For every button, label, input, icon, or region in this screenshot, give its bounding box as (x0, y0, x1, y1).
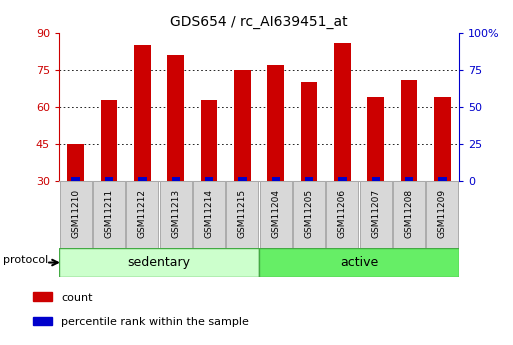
Bar (438, 177, 447, 181)
Bar (238, 177, 247, 181)
FancyBboxPatch shape (360, 181, 392, 248)
Bar (71, 177, 80, 181)
FancyBboxPatch shape (193, 181, 225, 248)
Bar (371, 177, 380, 181)
FancyBboxPatch shape (226, 181, 259, 248)
Bar (171, 177, 180, 181)
Bar (105, 177, 113, 181)
Bar (134, 45, 151, 181)
Bar (305, 177, 313, 181)
Bar (33, 317, 52, 325)
FancyBboxPatch shape (426, 181, 459, 248)
Text: count: count (61, 293, 92, 303)
Bar (401, 80, 418, 181)
Bar (367, 97, 384, 181)
FancyBboxPatch shape (126, 181, 159, 248)
Bar (338, 177, 347, 181)
Text: protocol: protocol (3, 255, 48, 265)
Bar (205, 177, 213, 181)
Text: GSM11207: GSM11207 (371, 189, 380, 238)
Text: active: active (340, 256, 378, 269)
FancyBboxPatch shape (60, 181, 92, 248)
FancyBboxPatch shape (259, 248, 459, 277)
Text: GSM11205: GSM11205 (305, 189, 313, 238)
FancyBboxPatch shape (93, 181, 125, 248)
FancyBboxPatch shape (260, 181, 292, 248)
FancyBboxPatch shape (160, 181, 192, 248)
Bar (101, 99, 117, 181)
Bar (405, 177, 413, 181)
Bar (234, 70, 251, 181)
Text: percentile rank within the sample: percentile rank within the sample (61, 317, 249, 327)
Bar (434, 97, 451, 181)
Bar (267, 65, 284, 181)
Text: GSM11214: GSM11214 (205, 189, 213, 238)
FancyBboxPatch shape (293, 181, 325, 248)
Bar (167, 55, 184, 181)
Text: GSM11208: GSM11208 (405, 189, 413, 238)
Bar (271, 177, 280, 181)
Bar (138, 177, 147, 181)
Text: GSM11212: GSM11212 (138, 189, 147, 238)
FancyBboxPatch shape (326, 181, 359, 248)
FancyBboxPatch shape (59, 248, 259, 277)
FancyBboxPatch shape (393, 181, 425, 248)
Bar (301, 82, 318, 181)
Bar (33, 293, 52, 301)
Title: GDS654 / rc_AI639451_at: GDS654 / rc_AI639451_at (170, 15, 348, 29)
Text: sedentary: sedentary (128, 256, 190, 269)
Text: GSM11210: GSM11210 (71, 189, 80, 238)
Text: GSM11213: GSM11213 (171, 189, 180, 238)
Text: GSM11206: GSM11206 (338, 189, 347, 238)
Text: GSM11215: GSM11215 (238, 189, 247, 238)
Text: GSM11209: GSM11209 (438, 189, 447, 238)
Text: GSM11211: GSM11211 (105, 189, 113, 238)
Bar (67, 144, 84, 181)
Text: GSM11204: GSM11204 (271, 189, 280, 238)
Bar (201, 99, 218, 181)
Bar (334, 43, 351, 181)
